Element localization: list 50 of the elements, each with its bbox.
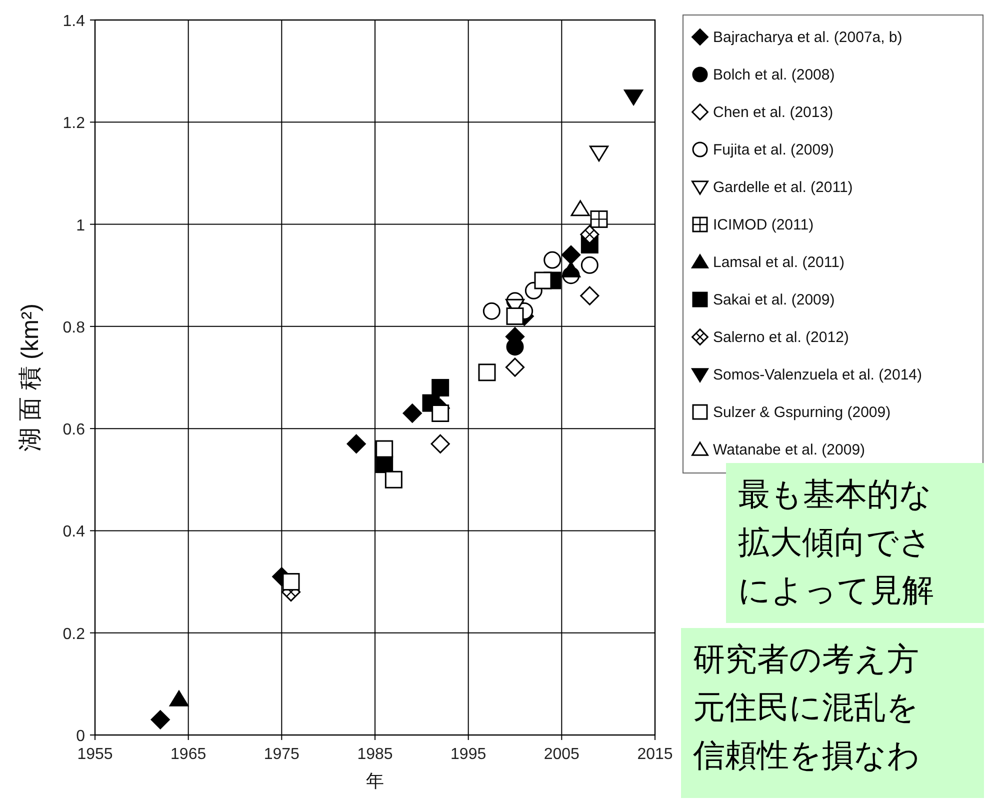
legend-label: Chen et al. (2013) xyxy=(713,104,834,121)
y-tick-label: 0 xyxy=(76,728,86,745)
point xyxy=(506,307,524,325)
point xyxy=(282,573,300,591)
point xyxy=(402,404,422,423)
x-axis-title: 年 xyxy=(366,771,384,791)
y-tick-label: 1 xyxy=(76,217,86,234)
y-tick-label: 0.8 xyxy=(62,319,86,336)
legend-label: ICIMOD (2011) xyxy=(713,216,814,234)
note: 研究者の考え方 元住民に混乱を 信頼性を損なわ xyxy=(681,628,984,798)
legend-label: Gardelle et al. (2011) xyxy=(713,179,853,196)
x-tick-label: 1985 xyxy=(357,746,393,763)
point xyxy=(589,146,609,162)
legend-label: Bolch et al. (2008) xyxy=(713,66,835,84)
y-tick-label: 1.4 xyxy=(62,13,86,30)
y-tick-label: 0.6 xyxy=(62,422,86,439)
x-tick-label: 2005 xyxy=(544,746,580,763)
x-tick-label: 1975 xyxy=(264,746,300,763)
point xyxy=(624,89,644,106)
legend-label: Lamsal et al. (2011) xyxy=(713,254,844,271)
point xyxy=(580,286,600,306)
x-tick-label: 1965 xyxy=(170,746,206,763)
legend-label: Bajracharya et al. (2007a, b) xyxy=(713,29,902,46)
x-tick-label: 2015 xyxy=(637,746,673,763)
point xyxy=(478,364,496,382)
point xyxy=(561,245,581,264)
point xyxy=(430,434,450,454)
point xyxy=(570,200,590,216)
point xyxy=(505,358,525,377)
point xyxy=(534,272,552,290)
note: 最も基本的な 拡大傾向でさ によって見解 xyxy=(726,463,984,623)
point xyxy=(384,470,402,488)
point xyxy=(561,262,581,278)
point xyxy=(580,224,600,244)
y-tick-label: 0.4 xyxy=(62,524,86,541)
point xyxy=(150,710,170,730)
y-tick-label: 1.2 xyxy=(62,115,86,132)
legend-label: Fujita et al. (2009) xyxy=(713,142,834,158)
y-axis-title: 湖 面 積 (km²) xyxy=(17,304,44,452)
legend-label: Sulzer & Gspurning (2009) xyxy=(713,404,891,421)
legend-label: Salerno et al. (2012) xyxy=(713,329,849,346)
legend-label: Somos-Valenzuela et al. (2014) xyxy=(713,366,922,384)
point xyxy=(346,434,366,454)
x-tick-label: 1955 xyxy=(77,746,113,763)
point xyxy=(169,690,189,706)
point xyxy=(432,378,450,396)
legend-label: Watanabe et al. (2009) xyxy=(713,442,866,458)
legend-label: Sakai et al. (2009) xyxy=(713,292,835,308)
x-tick-label: 1995 xyxy=(450,746,486,763)
y-tick-label: 0.2 xyxy=(62,626,86,643)
